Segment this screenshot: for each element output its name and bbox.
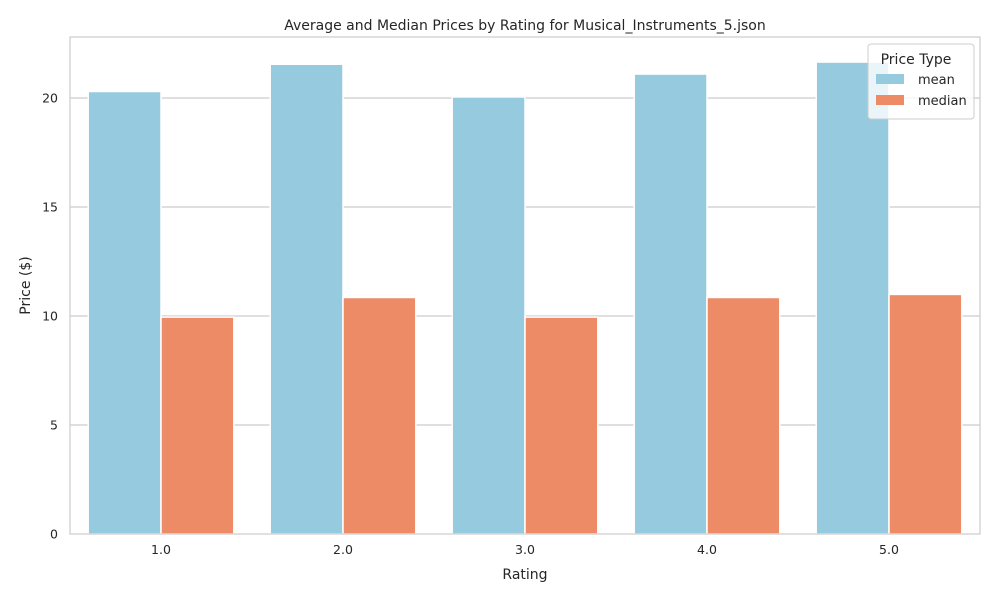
legend-title: Price Type: [881, 52, 952, 68]
bar-mean-2-0: [269, 63, 344, 535]
bar-mean-1-0: [87, 90, 162, 535]
legend-label-median: median: [918, 94, 967, 109]
x-tick-label: 4.0: [697, 542, 717, 557]
bar-median-2-0: [342, 296, 417, 535]
bar-median-1-0: [160, 316, 235, 535]
legend-swatch-median: [876, 95, 904, 105]
y-tick-label: 0: [50, 527, 58, 542]
legend: Price Type mean median: [867, 43, 975, 120]
y-tick-label: 15: [42, 200, 58, 215]
x-tick-label: 1.0: [151, 542, 171, 557]
y-axis-ticks: 0 5 10 15 20: [42, 91, 58, 542]
legend-label-mean: mean: [918, 73, 955, 88]
bars: [87, 61, 963, 535]
x-axis-ticks: 1.0 2.0 3.0 4.0 5.0: [151, 542, 899, 557]
legend-swatch-mean: [876, 74, 904, 84]
bar-mean-4-0: [633, 73, 708, 535]
y-tick-label: 20: [42, 91, 58, 106]
x-tick-label: 2.0: [333, 542, 353, 557]
bar-median-4-0: [706, 296, 781, 535]
y-tick-label: 5: [50, 418, 58, 433]
y-axis-label: Price ($): [18, 256, 34, 314]
bar-mean-5-0: [815, 61, 890, 535]
bar-mean-3-0: [451, 96, 526, 535]
y-tick-label: 10: [42, 309, 58, 324]
x-tick-label: 3.0: [515, 542, 535, 557]
bar-median-3-0: [524, 316, 599, 535]
chart-title: Average and Median Prices by Rating for …: [284, 18, 766, 34]
bar-median-5-0: [888, 293, 963, 535]
plot-frame: [69, 36, 981, 535]
legend-entries: mean median: [876, 73, 967, 109]
x-tick-label: 5.0: [879, 542, 899, 557]
x-axis-label: Rating: [502, 567, 547, 583]
